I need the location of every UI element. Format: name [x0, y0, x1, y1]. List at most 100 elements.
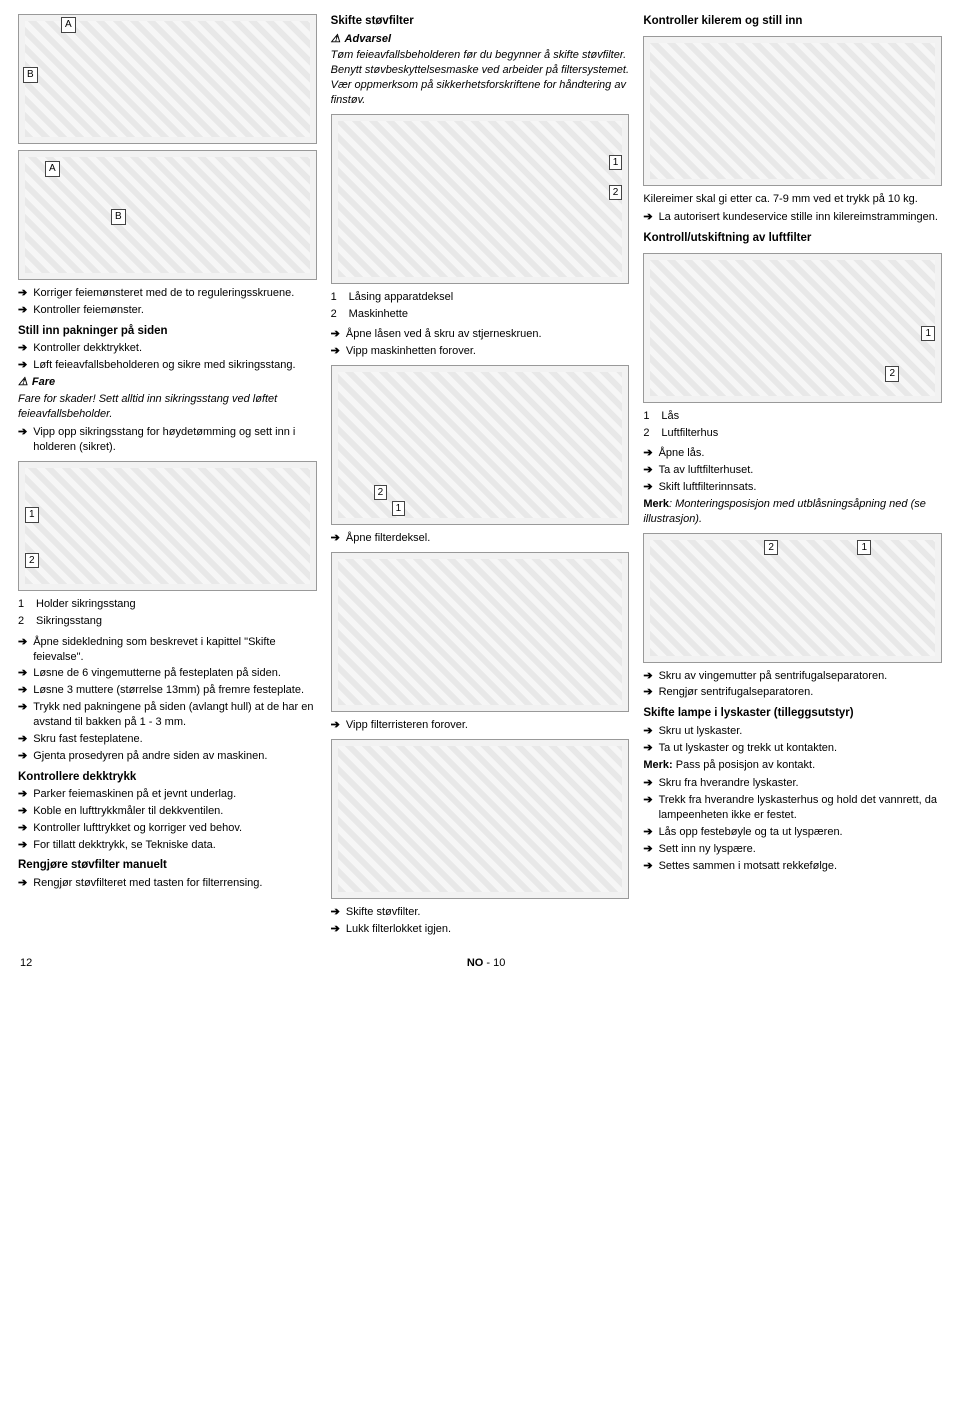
legend-num: 2	[331, 307, 343, 322]
heading-luftfilter: Kontroll/utskiftning av luftfilter	[643, 231, 942, 247]
arrow-icon: ➔	[643, 724, 652, 739]
step: ➔ Parker feiemaskinen på et jevnt underla…	[18, 787, 317, 802]
step-text: Løft feieavfallsbeholderen og sikre med …	[33, 358, 316, 373]
callout-1: 1	[609, 155, 623, 171]
heading-kilerem: Kontroller kilerem og still inn	[643, 14, 942, 30]
step: ➔Åpne sidekledning som beskrevet i kapit…	[18, 635, 317, 665]
step: ➔Vipp maskinhetten forover.	[331, 344, 630, 359]
step: ➔Skru fast festeplatene.	[18, 732, 317, 747]
step: ➔Rengjør sentrifugalseparatoren.	[643, 685, 942, 700]
kilerem-text: Kilereimer skal gi etter ca. 7-9 mm ved …	[643, 192, 942, 207]
arrow-icon: ➔	[18, 876, 27, 891]
step: ➔Skru fra hverandre lyskaster.	[643, 776, 942, 791]
legend-item: 2 Maskinhette	[331, 307, 630, 322]
arrow-icon: ➔	[643, 793, 652, 823]
arrow-icon: ➔	[18, 303, 27, 318]
arrow-icon: ➔	[643, 669, 652, 684]
step: ➔Kontroller dekktrykket.	[18, 341, 317, 356]
callout-A: A	[61, 17, 76, 33]
column-3: Kontroller kilerem og still inn Kilereim…	[643, 8, 942, 938]
callout-B: B	[23, 67, 38, 83]
step-text: Vipp filterristeren forover.	[346, 718, 629, 733]
heading-skifte-stovfilter: Skifte støvfilter	[331, 14, 630, 30]
arrow-icon: ➔	[18, 358, 27, 373]
step: ➔For tillatt dekktrykk, se Tekniske data…	[18, 838, 317, 853]
fare-text: Fare for skader! Sett alltid inn sikring…	[18, 392, 317, 422]
step-text: Åpne låsen ved å skru av stjerneskruen.	[346, 327, 629, 342]
step-text: Kontroller feiemønster.	[33, 303, 316, 318]
figure-filterdeksel: 2 1	[331, 365, 630, 525]
arrow-icon: ➔	[18, 787, 27, 802]
step-text: Vipp opp sikringsstang for høydetømming …	[33, 425, 316, 455]
arrow-icon: ➔	[331, 922, 340, 937]
step-text: Åpne filterdeksel.	[346, 531, 629, 546]
callout-2: 2	[609, 185, 623, 201]
merk-label: Merk	[643, 498, 669, 510]
step: ➔Løsne de 6 vingemutterne på festeplaten…	[18, 666, 317, 681]
legend-item: 1Låsing apparatdeksel	[331, 290, 630, 305]
heading-lampe: Skifte lampe i lyskaster (tilleggsutstyr…	[643, 706, 942, 722]
step: ➔ Lås opp festebøyle og ta ut lyspæren.	[643, 825, 942, 840]
step-text: Trykk ned pakningene på siden (avlangt h…	[33, 700, 316, 730]
arrow-icon: ➔	[643, 210, 652, 225]
arrow-icon: ➔	[18, 838, 27, 853]
step-text: Skru ut lyskaster.	[659, 724, 942, 739]
figure-sikringsstang: 1 2	[18, 461, 317, 591]
step-text: La autorisert kundeservice stille inn ki…	[659, 210, 942, 225]
callout-1: 1	[25, 507, 39, 523]
legend-text: Lås	[661, 409, 679, 424]
step: ➔ Skru ut lyskaster.	[643, 724, 942, 739]
step-text: Parker feiemaskinen på et jevnt underlag…	[33, 787, 316, 802]
step: ➔Sett inn ny lyspære.	[643, 842, 942, 857]
merk-line: Merk: Monteringsposisjon med utblåsnings…	[643, 497, 942, 527]
arrow-icon: ➔	[18, 425, 27, 455]
step: ➔Åpne filterdeksel.	[331, 531, 630, 546]
step-text: Lukk filterlokket igjen.	[346, 922, 629, 937]
legend-text: Holder sikringsstang	[36, 597, 136, 612]
step-text: Kontroller dekktrykket.	[33, 341, 316, 356]
callout-A: A	[45, 161, 60, 177]
page-columns: A B A B ➔Korriger feiemønsteret med de t…	[18, 8, 942, 938]
step: ➔ Kontroller feiemønster.	[18, 303, 317, 318]
step: ➔Skift luftfilterinnsats.	[643, 480, 942, 495]
step-text: Lås opp festebøyle og ta ut lyspæren.	[659, 825, 942, 840]
step-text: Åpne lås.	[659, 446, 942, 461]
arrow-icon: ➔	[18, 683, 27, 698]
step-text: Skru av vingemutter på sentrifugalsepara…	[659, 669, 942, 684]
figure-filterristeren	[331, 552, 630, 712]
step: ➔ Åpne lås.	[643, 446, 942, 461]
step: ➔Trykk ned pakningene på siden (avlangt …	[18, 700, 317, 730]
arrow-icon: ➔	[18, 749, 27, 764]
arrow-icon: ➔	[643, 825, 652, 840]
figure-sentrifugalseparator: 1 2	[643, 533, 942, 663]
step: ➔Vipp opp sikringsstang for høydetømming…	[18, 425, 317, 455]
column-1: A B A B ➔Korriger feiemønsteret med de t…	[18, 8, 317, 938]
arrow-icon: ➔	[331, 344, 340, 359]
step: ➔ La autorisert kundeservice stille inn k…	[643, 210, 942, 225]
legend-num: 1	[18, 597, 30, 612]
legend-item: 2 Sikringsstang	[18, 614, 317, 629]
legend-num: 2	[18, 614, 30, 629]
arrow-icon: ➔	[18, 804, 27, 819]
step: ➔ Rengjør støvfilteret med tasten for fil…	[18, 876, 317, 891]
footer-lang: NO	[467, 957, 484, 969]
footer-page: - 10	[483, 957, 505, 969]
legend-num: 1	[331, 290, 343, 305]
arrow-icon: ➔	[643, 842, 652, 857]
step: ➔Skifte støvfilter.	[331, 905, 630, 920]
step: ➔Ta ut lyskaster og trekk ut kontakten.	[643, 741, 942, 756]
step-text: Løsne 3 muttere (størrelse 13mm) på frem…	[33, 683, 316, 698]
arrow-icon: ➔	[643, 446, 652, 461]
step-text: Settes sammen i motsatt rekkefølge.	[659, 859, 942, 874]
arrow-icon: ➔	[18, 700, 27, 730]
heading-pakninger: Still inn pakninger på siden	[18, 324, 317, 340]
advarsel-label: Advarsel	[345, 33, 391, 45]
step: ➔Trekk fra hverandre lyskasterhus og hol…	[643, 793, 942, 823]
advarsel-heading: ⚠Advarsel	[331, 32, 630, 47]
step: ➔Ta av luftfilterhuset.	[643, 463, 942, 478]
legend-text: Sikringsstang	[36, 614, 102, 629]
step-text: Gjenta prosedyren på andre siden av mask…	[33, 749, 316, 764]
step-text: Rengjør støvfilteret med tasten for filt…	[33, 876, 316, 891]
legend-text: Maskinhette	[349, 307, 408, 322]
legend-item: 2Luftfilterhus	[643, 426, 942, 441]
